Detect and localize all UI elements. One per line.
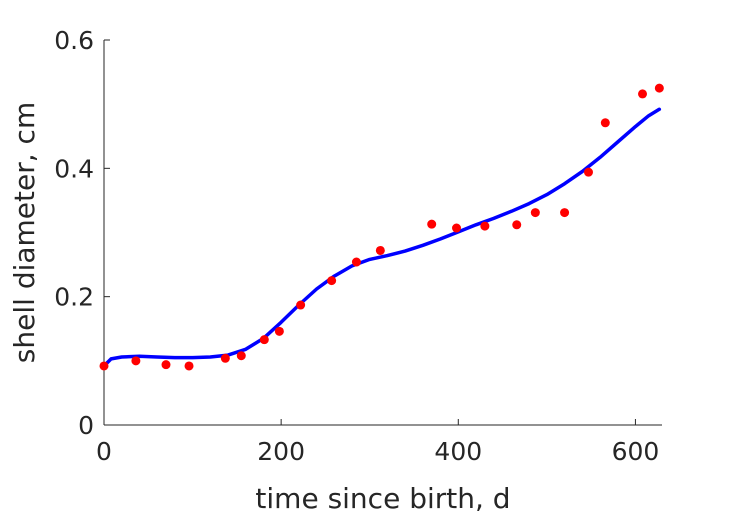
data-point: [274, 326, 284, 336]
fit-curve-line: [102, 107, 662, 368]
data-point: [161, 360, 171, 370]
data-point: [560, 208, 570, 218]
y-tick-label: 0.6: [54, 26, 94, 55]
x-ticks: 0 200 400 600: [96, 419, 659, 466]
data-point: [259, 335, 269, 345]
data-point: [131, 356, 141, 366]
data-point: [480, 221, 490, 231]
data-point: [296, 300, 306, 310]
x-tick-label: 600: [612, 437, 660, 466]
data-point: [351, 257, 361, 267]
data-point: [600, 118, 610, 128]
y-tick-label: 0: [78, 411, 94, 440]
data-point: [654, 83, 664, 93]
data-point: [220, 353, 230, 363]
data-point: [327, 276, 337, 286]
y-axis-title: shell diameter, cm: [8, 102, 41, 363]
data-point: [638, 89, 648, 99]
x-tick-label: 200: [257, 437, 305, 466]
data-point: [375, 245, 385, 255]
x-tick-label: 0: [96, 437, 112, 466]
x-tick-label: 400: [434, 437, 482, 466]
data-point: [184, 361, 194, 371]
data-point: [427, 219, 437, 229]
data-point: [236, 351, 246, 361]
data-point: [99, 361, 109, 371]
data-points: [99, 83, 664, 371]
axes: 0 200 400 600 0 0.2 0.4 0.6: [54, 26, 662, 466]
data-point: [512, 220, 522, 230]
y-tick-label: 0.2: [54, 283, 94, 312]
data-point: [583, 167, 593, 177]
y-ticks: 0 0.2 0.4 0.6: [54, 26, 110, 440]
data-point: [530, 208, 540, 218]
data-point: [452, 223, 462, 233]
x-axis-title: time since birth, d: [255, 482, 510, 515]
y-tick-label: 0.4: [54, 154, 94, 183]
